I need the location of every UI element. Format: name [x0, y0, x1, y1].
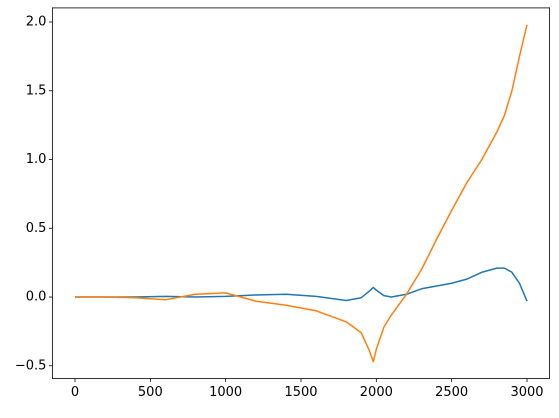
x-tick-label: 1500	[284, 385, 317, 400]
line-series	[75, 24, 528, 363]
axes-frame	[52, 7, 551, 379]
x-tick-label: 500	[138, 385, 163, 400]
y-tick-label: 1.0	[26, 152, 47, 167]
x-tick-label: 2000	[360, 385, 393, 400]
x-tick-label: 1000	[209, 385, 242, 400]
y-tick-label: −0.5	[15, 358, 47, 373]
x-tick-label: 2500	[435, 385, 468, 400]
x-tick-label: 3000	[510, 385, 543, 400]
y-tick-label: 1.5	[26, 83, 47, 98]
y-tick-label: 0.0	[26, 290, 47, 305]
y-tick-label: 0.5	[26, 221, 47, 236]
line-series	[75, 267, 528, 302]
y-tick-label: 2.0	[26, 14, 47, 29]
x-tick-label: 0	[71, 385, 79, 400]
